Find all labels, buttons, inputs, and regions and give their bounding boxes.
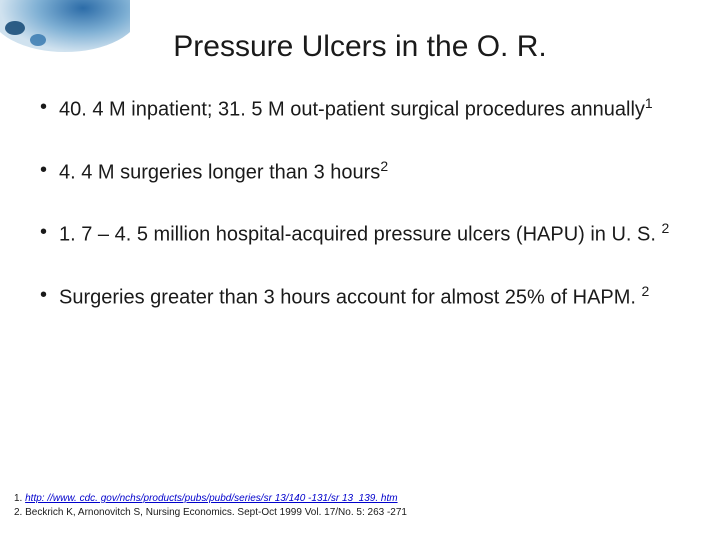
bullet-list: • 40. 4 M inpatient; 31. 5 M out-patient… [0,74,720,311]
bullet-item: • 1. 7 – 4. 5 million hospital-acquired … [40,219,680,248]
bullet-item: • 40. 4 M inpatient; 31. 5 M out-patient… [40,94,680,123]
bullet-mark: • [40,94,47,120]
reference-link[interactable]: http: //www. cdc. gov/nchs/products/pubs… [25,493,397,504]
bullet-text: 4. 4 M surgeries longer than 3 hours2 [59,157,388,186]
bullet-mark: • [40,157,47,183]
reference-line: 1. http: //www. cdc. gov/nchs/products/p… [14,492,407,506]
bullet-text: 40. 4 M inpatient; 31. 5 M out-patient s… [59,94,653,123]
references: 1. http: //www. cdc. gov/nchs/products/p… [14,492,407,520]
corner-decoration [0,0,130,55]
bullet-mark: • [40,219,47,245]
bullet-text: Surgeries greater than 3 hours account f… [59,282,649,311]
bullet-item: • Surgeries greater than 3 hours account… [40,282,680,311]
bullet-mark: • [40,282,47,308]
reference-line: 2. Beckrich K, Arnonovitch S, Nursing Ec… [14,506,407,520]
bullet-text: 1. 7 – 4. 5 million hospital-acquired pr… [59,219,669,248]
bullet-item: • 4. 4 M surgeries longer than 3 hours2 [40,157,680,186]
